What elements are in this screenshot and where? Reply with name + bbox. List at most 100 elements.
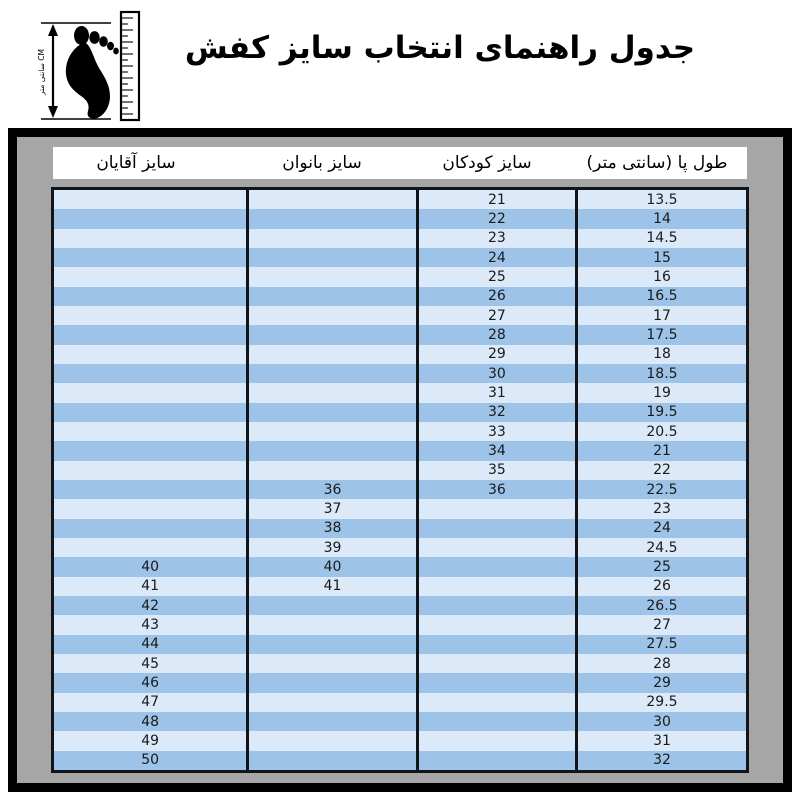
cell-kids: 36 (417, 479, 578, 500)
cell-cm: 14.5 (576, 228, 746, 248)
cell-kids (417, 634, 578, 654)
column-header-kids: سایز کودکان (442, 153, 532, 173)
cell-cm: 19 (576, 383, 746, 403)
cell-women (247, 286, 419, 306)
cell-men (54, 305, 250, 326)
cell-women (247, 595, 419, 616)
cell-men (54, 190, 250, 210)
table-row: 26.5 42 (54, 595, 746, 616)
cell-men (54, 518, 250, 538)
table-row: 19 31 (54, 383, 746, 403)
table-row: 27 43 (54, 615, 746, 635)
cell-women (247, 441, 419, 461)
table-row: 32 50 (54, 750, 746, 770)
cell-cm: 13.5 (576, 190, 746, 210)
size-table-panel: طول پا (سانتی متر) سایز کودکان سایز بانو… (17, 137, 783, 783)
table-row: 26 41 41 (54, 576, 746, 596)
cell-women (247, 209, 419, 229)
cell-women: 37 (247, 499, 419, 519)
cell-men: 42 (54, 595, 250, 616)
cell-cm: 24.5 (576, 537, 746, 558)
cell-cm: 14 (576, 209, 746, 229)
size-table-body: 13.5 21 14 22 14.5 23 15 24 16 25 16.5 26 17 27 17.5 28… (54, 190, 746, 770)
cell-women (247, 653, 419, 674)
cell-women (247, 711, 419, 732)
cell-cm: 25 (576, 557, 746, 577)
cell-women (247, 305, 419, 326)
cell-cm: 29.5 (576, 692, 746, 712)
cell-men (54, 209, 250, 229)
cell-men: 40 (54, 557, 250, 577)
cell-kids: 31 (417, 383, 578, 403)
cell-cm: 18.5 (576, 363, 746, 384)
table-row: 17 27 (54, 305, 746, 326)
table-row: 17.5 28 (54, 325, 746, 345)
cell-men (54, 267, 250, 287)
cell-kids (417, 499, 578, 519)
cell-women (247, 363, 419, 384)
cell-cm: 22.5 (576, 479, 746, 500)
size-table-frame: طول پا (سانتی متر) سایز کودکان سایز بانو… (8, 128, 792, 792)
cell-women (247, 247, 419, 268)
table-row: 14.5 23 (54, 228, 746, 248)
cell-men (54, 421, 250, 442)
cell-kids: 23 (417, 228, 578, 248)
cell-women (247, 228, 419, 248)
size-table: 13.5 21 14 22 14.5 23 15 24 16 25 16.5 26 17 27 17.5 28… (54, 190, 746, 770)
cell-women (247, 692, 419, 712)
cell-kids (417, 653, 578, 674)
cell-kids (417, 518, 578, 538)
cell-cm: 32 (576, 750, 746, 770)
cell-men: 46 (54, 673, 250, 693)
cell-men (54, 247, 250, 268)
cell-men: 47 (54, 692, 250, 712)
cell-kids: 22 (417, 209, 578, 229)
cell-cm: 17 (576, 305, 746, 326)
cell-men (54, 228, 250, 248)
cell-men (54, 460, 250, 480)
cell-kids: 24 (417, 247, 578, 268)
cell-men: 43 (54, 615, 250, 635)
table-row: 20.5 33 (54, 421, 746, 442)
cell-men (54, 383, 250, 403)
cell-kids (417, 673, 578, 693)
column-header-cm: طول پا (سانتی متر) (586, 153, 728, 173)
cell-kids (417, 731, 578, 751)
cell-cm: 15 (576, 247, 746, 268)
cell-kids (417, 711, 578, 732)
table-row: 23 37 (54, 499, 746, 519)
cell-cm: 26.5 (576, 595, 746, 616)
cell-kids: 28 (417, 325, 578, 345)
cell-cm: 31 (576, 731, 746, 751)
cell-kids (417, 595, 578, 616)
table-row: 16.5 26 (54, 286, 746, 306)
table-row: 19.5 32 (54, 402, 746, 422)
cell-cm: 27.5 (576, 634, 746, 654)
table-row: 30 48 (54, 711, 746, 732)
cell-cm: 16 (576, 267, 746, 287)
cell-kids (417, 750, 578, 770)
table-row: 29.5 47 (54, 692, 746, 712)
column-header-band: طول پا (سانتی متر) سایز کودکان سایز بانو… (53, 147, 747, 179)
double-arrow-icon (48, 24, 58, 118)
table-row: 29 46 (54, 673, 746, 693)
cell-cm: 23 (576, 499, 746, 519)
table-row: 13.5 21 (54, 190, 746, 210)
cell-women (247, 750, 419, 770)
cell-women: 41 (247, 576, 419, 596)
cell-cm: 20.5 (576, 421, 746, 442)
foot-ruler-illustration: CM سانتی متر (33, 6, 145, 126)
cell-women: 36 (247, 479, 419, 500)
page-title: جدول راهنمای انتخاب سایز کفش (184, 30, 696, 66)
ruler-icon (119, 10, 141, 122)
cell-women (247, 190, 419, 210)
table-row: 27.5 44 (54, 634, 746, 654)
cell-cm: 22 (576, 460, 746, 480)
table-row: 18 29 (54, 344, 746, 364)
cell-kids: 33 (417, 421, 578, 442)
cell-kids (417, 576, 578, 596)
measure-label: CM سانتی متر (37, 49, 46, 96)
cell-women (247, 421, 419, 442)
cell-men (54, 441, 250, 461)
cell-kids (417, 537, 578, 558)
